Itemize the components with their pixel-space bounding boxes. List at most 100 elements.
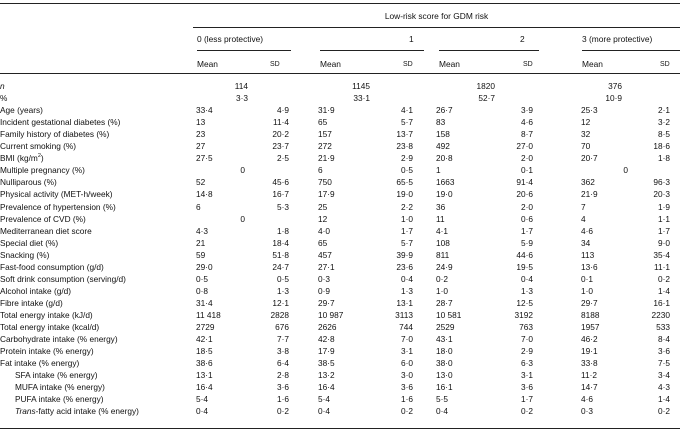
sd-cell: 51·8 (272, 249, 289, 260)
row-label: Prevalence of CVD (%) (0, 214, 86, 224)
sd-cell: 7·0 (521, 334, 533, 345)
mean-cell: 11·2 (581, 370, 597, 381)
mean-cell: 21 (196, 237, 206, 248)
mean-cell: 108 (436, 237, 450, 248)
sd-cell: 8·5 (658, 129, 670, 140)
row-label: Protein intake (% energy) (0, 346, 94, 356)
sd-cell: 9·0 (658, 237, 670, 248)
sd-cell: 2828 (270, 309, 289, 320)
group-header-rule (193, 27, 680, 28)
top-rule (0, 3, 680, 4)
mean-cell: 17·9 (318, 346, 335, 357)
mean-cell: 4·6 (581, 394, 593, 405)
row-label: Carbohydrate intake (% energy) (0, 334, 118, 344)
sd-cell: 676 (275, 322, 289, 332)
sd-cell: 27·0 (516, 141, 533, 152)
mean-cell: 25 (318, 201, 328, 212)
mean-cell: 16·4 (196, 382, 213, 393)
sd-cell: 3·8 (277, 346, 289, 357)
mean-cell: 32 (581, 129, 591, 140)
row-label: Physical activity (MET-h/week) (0, 189, 113, 199)
mean-cell: 19·0 (436, 189, 453, 200)
row-label-text: Fast-food consumption (g/d) (0, 261, 104, 272)
row-label-text: Mediterranean diet score (0, 225, 92, 236)
mean-cell: 52 (196, 177, 206, 188)
mean-cell: 38·0 (436, 358, 453, 369)
sd-cell: 1·7 (401, 225, 413, 236)
mean-cell: 1663 (436, 177, 455, 188)
mean-cell: 5·4 (318, 394, 330, 405)
sd-cell: 1·4 (658, 394, 670, 405)
mean-cell: 31·4 (196, 297, 213, 308)
mean-cell: 18·5 (196, 346, 213, 357)
sd-cell: 4·9 (277, 105, 289, 116)
sd-cell: 0·4 (521, 273, 533, 284)
sd-cell: 45·6 (272, 177, 289, 188)
mean-cell: 12 (581, 117, 591, 128)
sd-cell: 1·3 (401, 285, 413, 296)
row-label-text: % (0, 93, 8, 104)
sd-cell: 96·3 (653, 177, 670, 188)
mean-cell: 6 (196, 201, 201, 212)
sd-header-2: SD (523, 61, 533, 68)
sd-cell: 8·7 (521, 129, 533, 140)
sd-cell: 744 (399, 322, 413, 332)
mean-cell: 26·7 (436, 105, 453, 116)
mean-header-1: Mean (320, 59, 341, 69)
mean-cell: 113 (581, 249, 595, 260)
sd-cell: 7·5 (658, 358, 670, 369)
sd-cell: 0·5 (277, 273, 289, 284)
sd-cell: 3·1 (521, 370, 533, 381)
score-rule-3 (582, 50, 680, 51)
mean-cell: 65 (318, 117, 328, 128)
mean-cell: 16·4 (318, 382, 335, 393)
row-label-text: Physical activity (MET-h/week) (0, 189, 113, 200)
row-label-text: Incident gestational diabetes (%) (0, 117, 121, 128)
row-label: Snacking (%) (0, 250, 49, 260)
mean-cell: 10 987 (318, 309, 344, 320)
sd-cell: 4·1 (401, 105, 413, 116)
row-label: Nulliparous (%) (0, 177, 57, 187)
mean-header-2: Mean (439, 59, 460, 69)
row-label-text: Fat intake (% energy) (0, 358, 80, 369)
sd-cell: 2·0 (521, 201, 533, 212)
sd-cell: 3·4 (658, 370, 670, 381)
mean-cell: 65 (318, 237, 328, 248)
mean-cell: 750 (318, 177, 332, 188)
sd-cell: 3·6 (658, 346, 670, 357)
mean-cell: 36 (436, 201, 446, 212)
sd-cell: 18·6 (653, 141, 670, 152)
mean-cell: 20·7 (581, 153, 598, 164)
mean-cell: 0·9 (318, 285, 330, 296)
mean-cell: 25·3 (581, 105, 598, 116)
row-label-superscript: 2 (37, 153, 41, 160)
row-label: Prevalence of hypertension (%) (0, 202, 116, 212)
mean-cell: 1957 (581, 322, 600, 332)
mean-cell: 457 (318, 249, 332, 260)
row-label: MUFA intake (% energy) (15, 382, 105, 392)
sd-cell: 23·8 (396, 141, 413, 152)
row-label: PUFA intake (% energy) (15, 394, 104, 404)
count-cell: 3·3 (236, 93, 248, 104)
mean-cell: 362 (581, 177, 595, 188)
mean-cell: 158 (436, 129, 450, 140)
mean-cell: 5·4 (196, 394, 208, 405)
mean-cell: 0·1 (581, 273, 593, 284)
sd-cell: 2·2 (401, 201, 413, 212)
row-label: Total energy intake (kJ/d) (0, 310, 93, 320)
mean-cell: 38·5 (318, 358, 335, 369)
mean-cell: 0·4 (436, 406, 448, 417)
row-label-text: PUFA intake (% energy) (15, 394, 104, 405)
group-header: Low-risk score for GDM risk (384, 11, 489, 21)
sd-cell: 2·1 (658, 105, 670, 116)
row-label-text: Protein intake (% energy) (0, 346, 94, 357)
mean-header-0: Mean (197, 59, 218, 69)
sd-cell: 3·9 (521, 105, 533, 116)
count-cell: 33·1 (353, 93, 370, 104)
sd-cell: 44·6 (516, 249, 533, 260)
sd-cell: 8·4 (658, 334, 670, 345)
score-column-header-1: 1 (409, 34, 414, 44)
sd-cell: 3113 (395, 309, 413, 320)
mean-cell: 13 (196, 117, 206, 128)
